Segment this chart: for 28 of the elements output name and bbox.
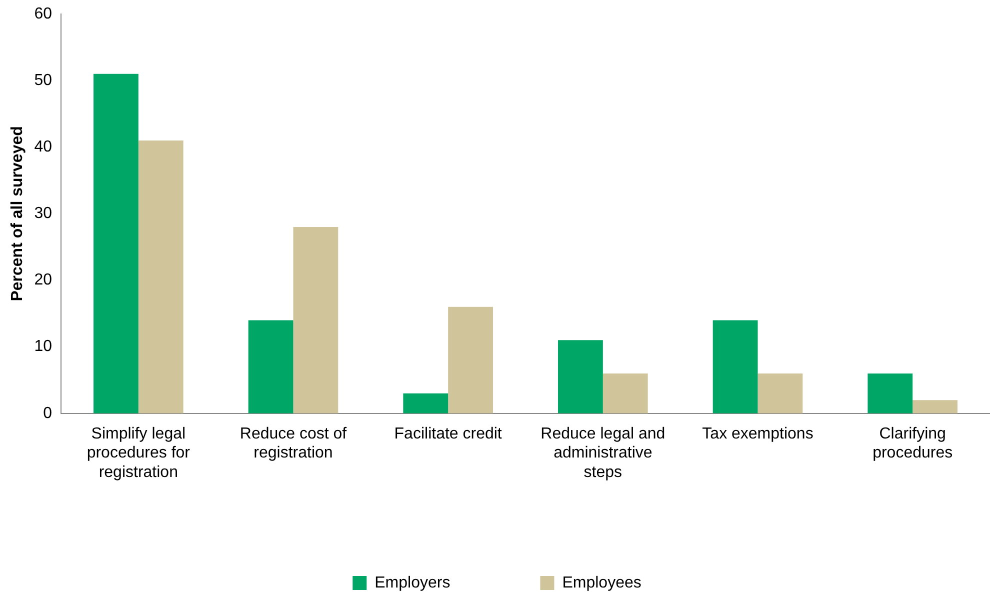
y-tick-label: 20 <box>34 272 52 289</box>
y-tick-label: 10 <box>34 338 52 356</box>
bar <box>138 140 184 414</box>
bar <box>912 400 958 414</box>
bar <box>712 320 758 414</box>
y-axis-title: Percent of all surveyed <box>9 126 26 302</box>
x-tick-label: Simplify legal procedures for registration <box>86 425 191 481</box>
bar <box>248 320 294 414</box>
y-tick-label: 50 <box>34 72 52 89</box>
x-tick-label: Clarifying procedures <box>872 425 953 462</box>
legend-label: Employees <box>562 574 642 592</box>
bar <box>94 74 138 414</box>
x-tick-label: Reduce cost of registration <box>240 425 348 462</box>
x-tick-label: Reduce legal and administrative steps <box>540 425 666 481</box>
bar <box>868 373 913 414</box>
y-tick-label: 40 <box>34 138 52 156</box>
bar <box>448 306 493 414</box>
y-tick-label: 60 <box>34 5 52 22</box>
legend-label: Employers <box>374 574 450 592</box>
x-tick-label: Tax exemptions <box>702 425 814 442</box>
x-tick-label: Facilitate credit <box>394 425 502 442</box>
y-tick-label: 30 <box>34 205 52 222</box>
y-tick-label: 0 <box>43 404 52 422</box>
bar <box>293 227 338 414</box>
bar <box>403 393 448 414</box>
bar <box>558 340 603 414</box>
bar <box>758 373 803 414</box>
bar <box>602 373 648 414</box>
